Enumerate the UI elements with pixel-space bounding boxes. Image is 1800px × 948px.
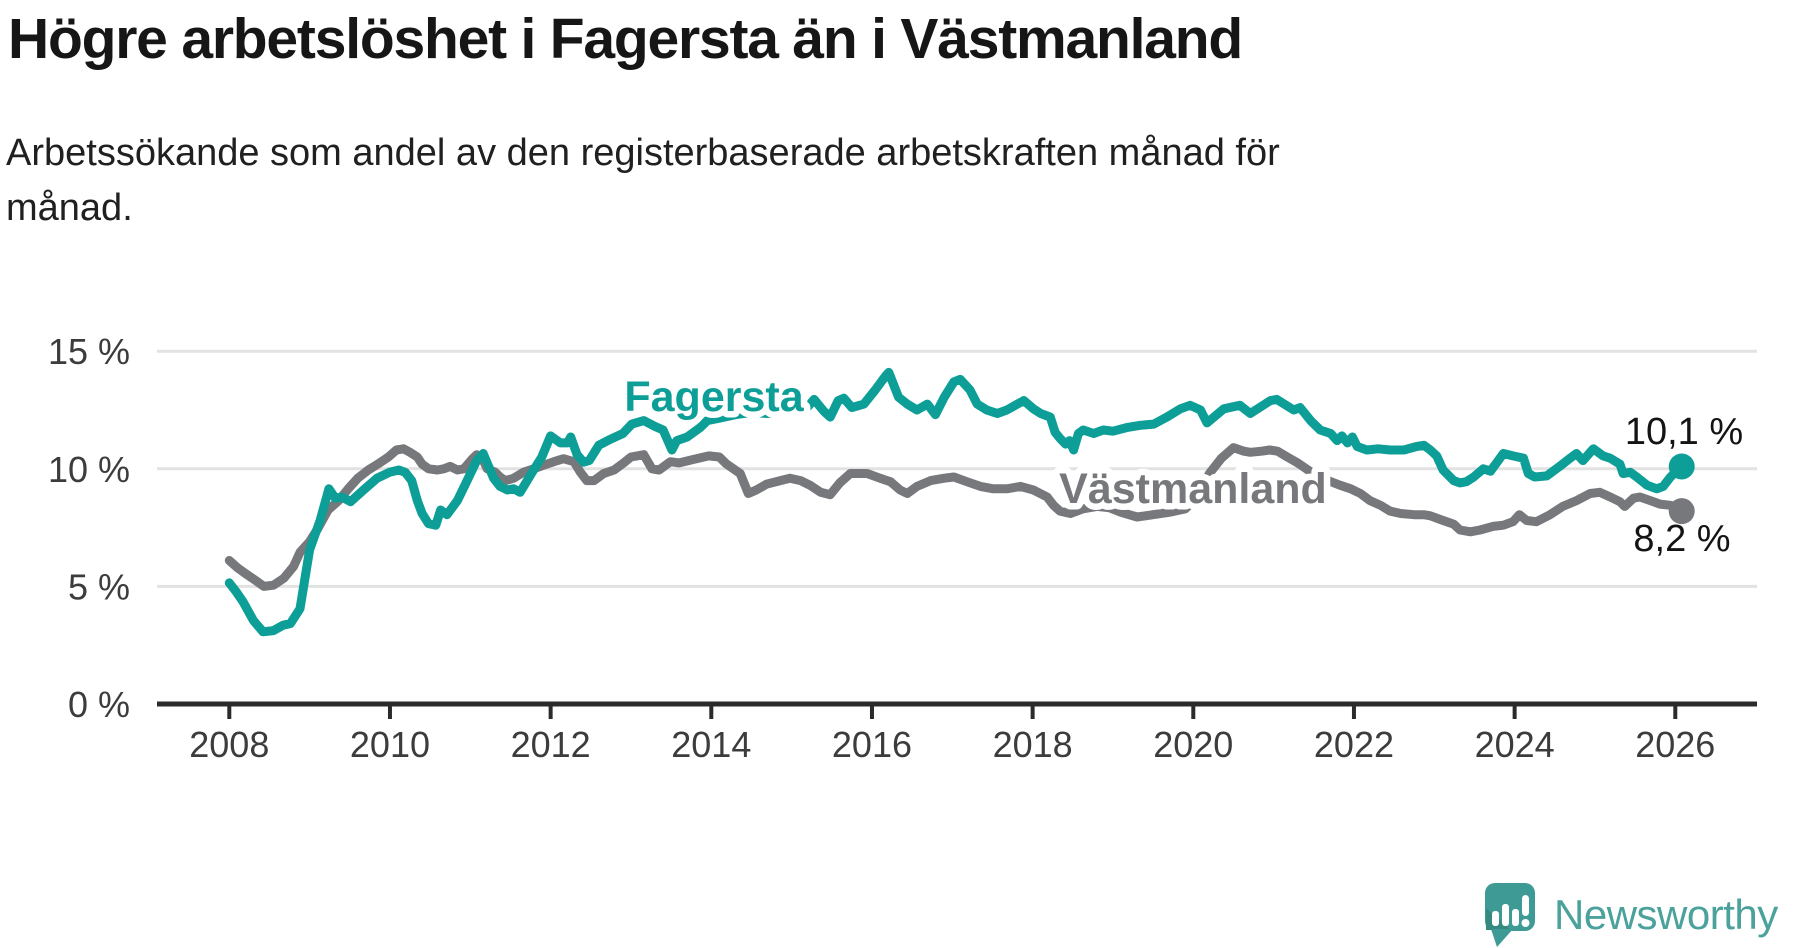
series-end-value-fagersta: 10,1 % [1625, 411, 1743, 453]
logo-bubble-tail [1491, 929, 1513, 947]
series-end-dot-västmanland [1668, 498, 1695, 525]
logo-bar-short-icon [1492, 911, 1499, 926]
y-axis-tick-label: 0 % [68, 684, 130, 725]
series-label-fagersta: Fagersta [624, 373, 804, 421]
x-axis-tick-label: 2010 [350, 724, 430, 765]
chart-subtitle: Arbetssökande som andel av den registerb… [6, 126, 1280, 236]
x-axis-tick-label: 2008 [189, 724, 269, 765]
logo-exclamation-bar-icon [1522, 895, 1529, 916]
y-axis-tick-label: 5 % [68, 566, 130, 607]
newsworthy-speech-bubble-icon [1485, 883, 1535, 947]
x-axis-tick-label: 2018 [993, 724, 1073, 765]
x-axis-tick-label: 2022 [1314, 724, 1394, 765]
y-axis-tick-label: 15 % [48, 331, 130, 372]
y-axis-tick-label: 10 % [48, 449, 130, 490]
x-axis-tick-label: 2012 [511, 724, 591, 765]
x-axis-tick-label: 2024 [1475, 724, 1555, 765]
newsworthy-wordmark: Newsworthy [1554, 891, 1778, 938]
x-axis-tick-label: 2014 [671, 724, 751, 765]
logo-bar-mid-icon [1512, 909, 1519, 926]
subtitle-line-1: Arbetssökande som andel av den registerb… [6, 132, 1280, 174]
x-axis-tick-label: 2016 [832, 724, 912, 765]
newsworthy-logo: Newsworthy [1484, 882, 1778, 948]
series-line-fagersta [224, 367, 1687, 637]
logo-exclamation-dot-icon [1521, 919, 1530, 927]
series-end-dot-fagersta [1668, 453, 1695, 480]
page-title: Högre arbetslöshet i Fagersta än i Västm… [8, 7, 1243, 71]
series-line-västmanland [224, 443, 1687, 591]
x-axis-tick-label: 2020 [1153, 724, 1233, 765]
series-end-value-västmanland: 8,2 % [1633, 518, 1730, 560]
series-label-västmanland: Västmanland [1059, 465, 1327, 513]
logo-bar-tall-icon [1502, 904, 1509, 926]
subtitle-line-2: månad. [6, 187, 133, 229]
x-axis-tick-label: 2026 [1635, 724, 1715, 765]
